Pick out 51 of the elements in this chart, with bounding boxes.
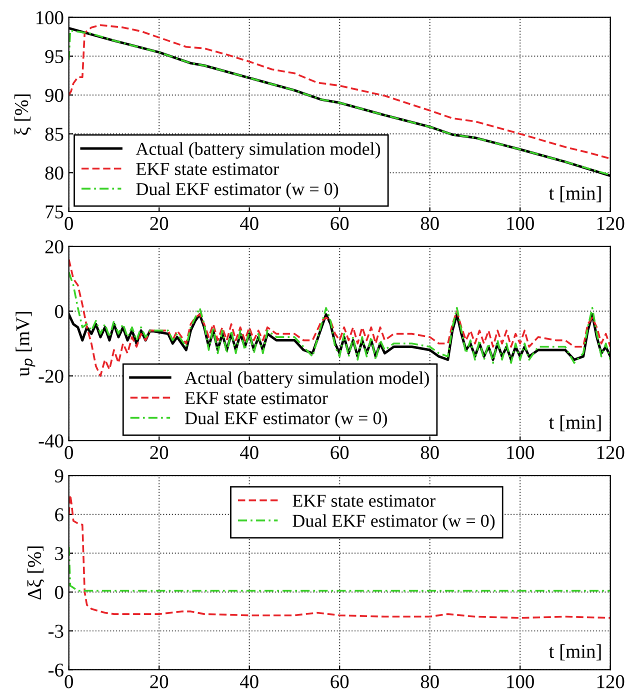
y-tick-label: 0: [55, 304, 64, 318]
y-tick-label: 3: [55, 547, 64, 560]
y-tick-label: -6: [48, 664, 64, 677]
x-tick-label: 80: [420, 446, 439, 460]
legend-label: Dual EKF estimator (w = 0): [136, 182, 338, 199]
y-tick-label: 75: [46, 206, 64, 218]
legend-label: Dual EKF estimator (w = 0): [292, 514, 495, 531]
x-tick-label: 100: [507, 446, 534, 460]
y-axis-title: ξ [%]: [14, 94, 32, 135]
x-tick-label: 80: [420, 675, 439, 688]
y-tick-label: 85: [45, 128, 64, 141]
x-tick-label: 60: [330, 216, 349, 230]
x-tick-label: 120: [597, 446, 624, 460]
legend-label: EKF state estimator: [185, 392, 328, 404]
x-axis-title: t [min]: [548, 644, 601, 660]
y-axis-title: Δξ [%]: [27, 546, 44, 600]
y-tick-label: -3: [48, 624, 64, 638]
y-tick-label: 90: [45, 88, 64, 102]
legend-label: Actual (battery simulation model): [136, 142, 380, 159]
y-tick-label: 95: [45, 50, 64, 64]
legend-label: EKF state estimator: [292, 494, 436, 507]
y-tick-label: -20: [38, 370, 64, 383]
y-tick-label: 20: [45, 240, 64, 254]
x-tick-label: 0: [64, 446, 73, 460]
x-tick-label: 120: [597, 675, 624, 688]
x-tick-label: 40: [240, 216, 258, 230]
y-tick-label: 80: [45, 166, 64, 180]
legend-label: Actual (battery simulation model): [184, 371, 429, 388]
x-axis-title: t [min]: [548, 186, 601, 202]
x-tick-label: 100: [507, 216, 534, 230]
x-tick-label: 80: [420, 216, 439, 230]
x-tick-label: 20: [150, 446, 168, 460]
legend-label: Dual EKF estimator (w = 0): [185, 412, 387, 428]
x-tick-label: 120: [597, 216, 624, 230]
y-tick-label: -40: [38, 434, 64, 448]
y-tick-label: 6: [55, 508, 64, 522]
y-tick-label: 100: [36, 11, 64, 24]
x-tick-label: 40: [240, 446, 258, 460]
x-tick-label: 20: [150, 675, 168, 688]
x-axis-title: t [min]: [548, 415, 601, 432]
y-tick-label: 0: [55, 586, 64, 599]
legend-label: EKF state estimator: [136, 162, 279, 176]
y-axis-title: u$_{p}$ [mV]: [16, 312, 36, 376]
x-tick-label: 20: [150, 216, 168, 230]
x-tick-label: 100: [507, 675, 534, 688]
x-tick-label: 0: [64, 216, 73, 230]
x-tick-label: 40: [240, 675, 258, 688]
x-tick-label: 0: [64, 675, 73, 688]
y-tick-label: 9: [54, 469, 64, 482]
x-tick-label: 60: [330, 675, 349, 688]
x-tick-label: 60: [330, 446, 349, 460]
